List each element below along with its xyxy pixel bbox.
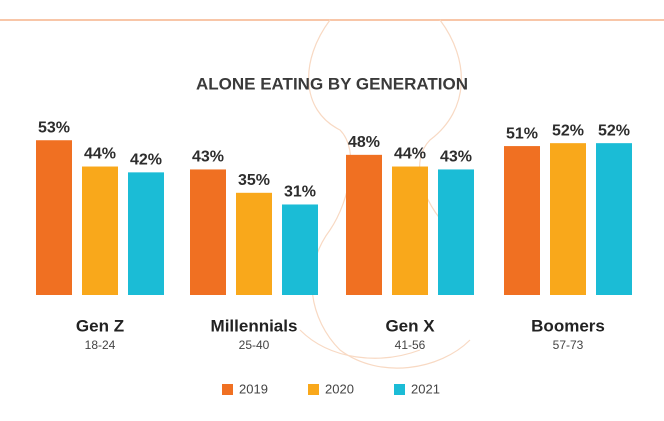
bar bbox=[82, 166, 118, 295]
legend-label: 2019 bbox=[239, 381, 268, 396]
bar bbox=[282, 204, 318, 295]
bar bbox=[346, 154, 382, 295]
value-label: 51% bbox=[506, 125, 538, 142]
legend-label: 2021 bbox=[411, 381, 440, 396]
category-subtitle: 41-56 bbox=[395, 338, 426, 352]
category-label: Gen X bbox=[385, 316, 435, 335]
bar bbox=[504, 146, 540, 295]
bar bbox=[190, 169, 226, 295]
legend-swatch bbox=[308, 384, 319, 395]
value-label: 35% bbox=[238, 172, 270, 189]
value-label: 43% bbox=[192, 149, 224, 166]
value-label: 42% bbox=[130, 152, 162, 169]
value-label: 44% bbox=[394, 146, 426, 163]
category-subtitle: 18-24 bbox=[85, 338, 116, 352]
category-subtitle: 25-40 bbox=[239, 338, 270, 352]
category-label: Millennials bbox=[211, 316, 298, 335]
category-subtitle: 57-73 bbox=[553, 338, 584, 352]
value-label: 31% bbox=[284, 184, 316, 201]
bar bbox=[392, 166, 428, 295]
legend-swatch bbox=[394, 384, 405, 395]
value-label: 52% bbox=[598, 122, 630, 139]
category-label: Boomers bbox=[531, 316, 605, 335]
bar bbox=[550, 143, 586, 295]
value-label: 43% bbox=[440, 149, 472, 166]
bar bbox=[438, 169, 474, 295]
value-label: 53% bbox=[38, 119, 70, 136]
legend-label: 2020 bbox=[325, 381, 354, 396]
chart-title: ALONE EATING BY GENERATION bbox=[196, 74, 468, 93]
bar bbox=[36, 140, 72, 295]
category-label: Gen Z bbox=[76, 316, 124, 335]
value-label: 48% bbox=[348, 134, 380, 151]
bar bbox=[236, 192, 272, 295]
value-label: 44% bbox=[84, 146, 116, 163]
legend-swatch bbox=[222, 384, 233, 395]
bar bbox=[128, 172, 164, 295]
bar bbox=[596, 143, 632, 295]
value-label: 52% bbox=[552, 122, 584, 139]
